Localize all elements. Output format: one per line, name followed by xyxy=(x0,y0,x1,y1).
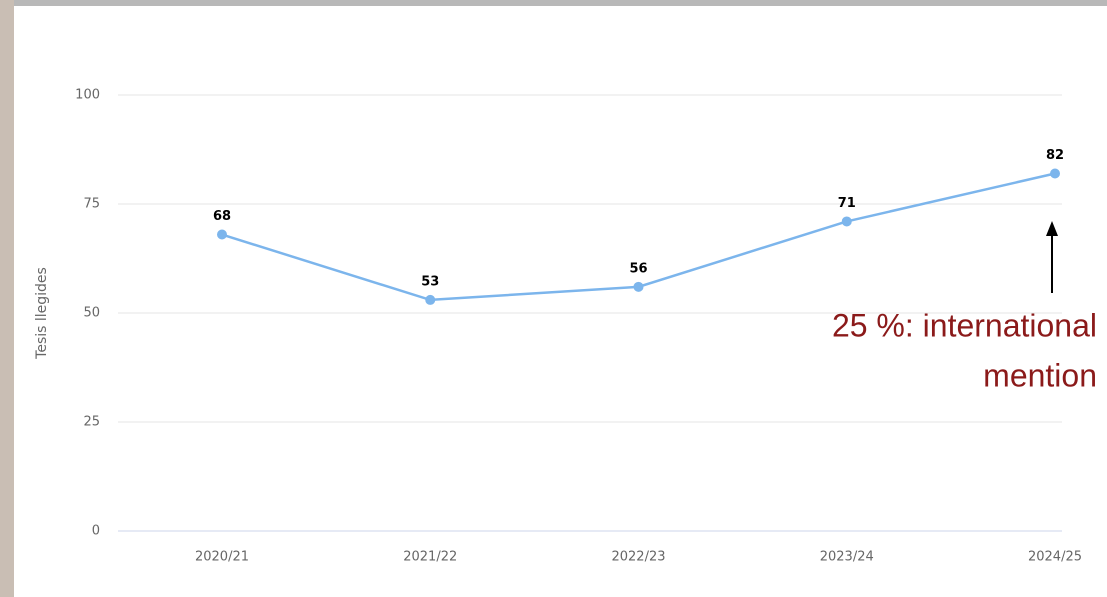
annotation: mention xyxy=(983,357,1097,393)
point xyxy=(633,281,644,292)
y-tick-label: 25 xyxy=(83,415,100,430)
point xyxy=(841,216,852,227)
value-label: 71 xyxy=(838,196,856,211)
left-edge xyxy=(0,0,14,597)
value-label: 68 xyxy=(213,209,231,224)
value-label: 56 xyxy=(629,261,647,276)
value-label: 53 xyxy=(421,274,439,289)
y-axis-label: Tesis llegides xyxy=(34,267,50,360)
y-tick-label: 100 xyxy=(75,88,100,103)
y-tick-label: 50 xyxy=(83,306,100,321)
x-tick-label: 2023/24 xyxy=(820,550,874,565)
point xyxy=(217,229,227,240)
top-edge xyxy=(0,0,1107,6)
value-label: 82 xyxy=(1046,148,1064,163)
x-tick-label: 2020/21 xyxy=(195,550,249,565)
x-tick-label: 2021/22 xyxy=(403,550,457,565)
x-tick-label: 2022/23 xyxy=(611,550,665,565)
y-tick-label: 0 xyxy=(92,524,100,539)
annotation-arrowhead xyxy=(1046,221,1058,236)
point xyxy=(1050,168,1060,179)
x-tick-label: 2024/25 xyxy=(1028,550,1082,565)
y-tick-label: 75 xyxy=(83,197,100,212)
point xyxy=(425,294,436,305)
